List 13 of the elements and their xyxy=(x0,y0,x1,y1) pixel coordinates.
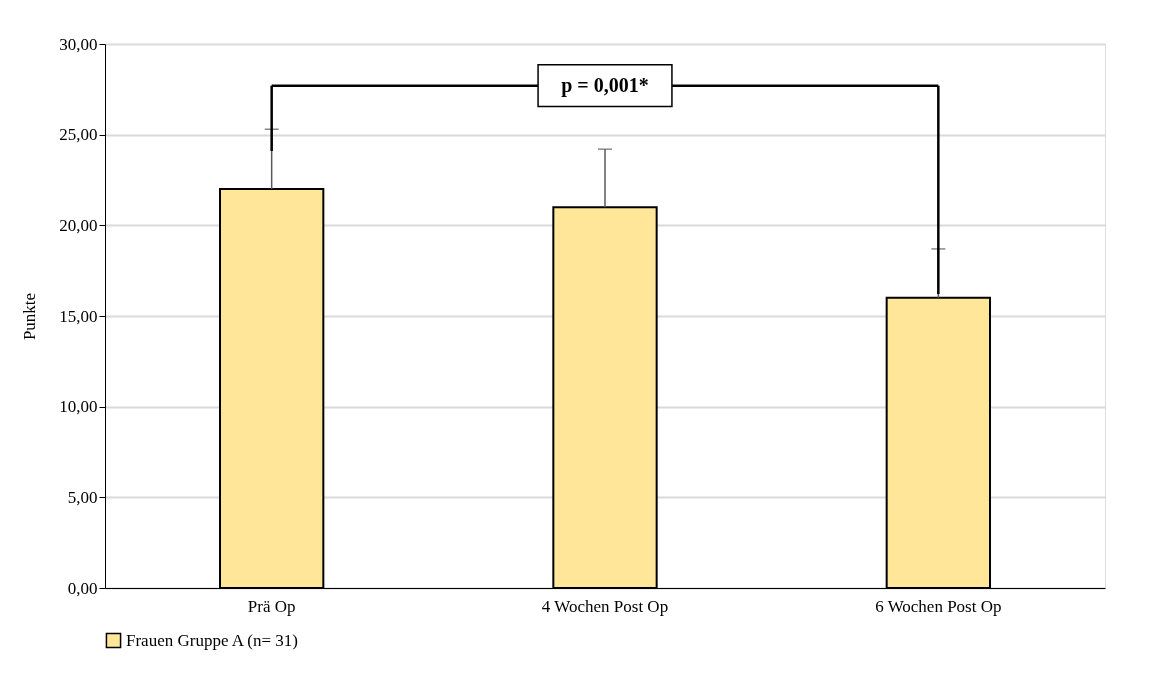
annotation: p = 0,001* xyxy=(561,73,649,97)
y-tick-label: 30,00 xyxy=(59,34,98,54)
y-tick-label: 25,00 xyxy=(59,125,98,145)
x-tick-label: 6 Wochen Post Op xyxy=(875,596,1002,616)
y-tick-label: 5,00 xyxy=(67,487,98,507)
y-axis-title: Punkte xyxy=(20,292,40,341)
legend-label: Frauen Gruppe A (n= 31) xyxy=(126,630,299,650)
y-tick-label: 15,00 xyxy=(59,306,98,326)
x-tick-label: 4 Wochen Post Op xyxy=(541,596,669,616)
x-tick-label: Prä Op xyxy=(247,596,296,616)
y-tick-label: 0,00 xyxy=(67,578,98,598)
y-tick-label: 20,00 xyxy=(59,215,98,235)
y-tick-label: 10,00 xyxy=(59,397,98,417)
